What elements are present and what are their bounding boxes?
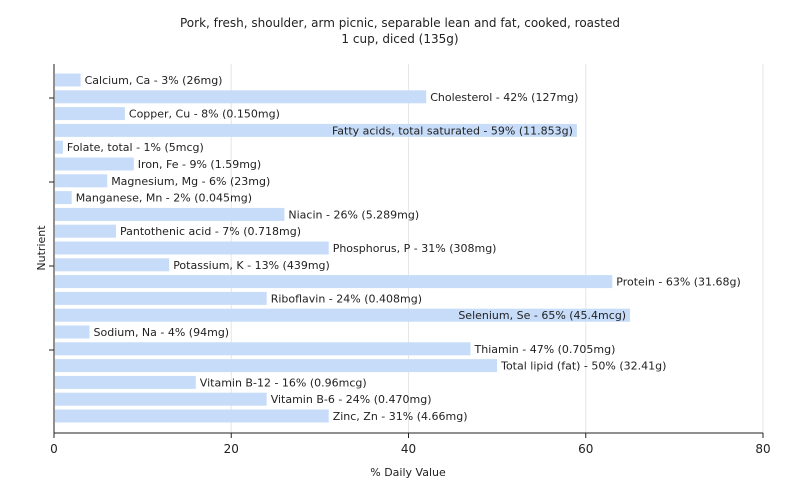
x-tick-label: 60 [578,442,593,456]
bar [55,123,577,137]
bar-label: Riboflavin - 24% (0.408mg) [271,292,422,305]
bar [55,241,329,255]
bar-label: Vitamin B-12 - 16% (0.96mcg) [200,376,367,389]
bar-label: Total lipid (fat) - 50% (32.41g) [500,360,666,373]
bar [55,258,170,272]
bar-label: Thiamin - 47% (0.705mg) [474,343,616,356]
bar [55,409,329,423]
bar-label: Zinc, Zn - 31% (4.66mg) [333,410,468,423]
bar [55,359,498,373]
bar-label: Niacin - 26% (5.289mg) [288,208,419,221]
bar [55,107,125,121]
bar-label: Phosphorus, P - 31% (308mg) [333,242,497,255]
x-tick-label: 80 [755,442,770,456]
bar-label: Selenium, Se - 65% (45.4mcg) [458,309,626,322]
bar [55,291,267,305]
bar-label: Fatty acids, total saturated - 59% (11.8… [332,124,573,137]
bar [55,375,196,389]
chart-subtitle: 1 cup, diced (135g) [341,32,459,46]
bar [55,392,267,406]
x-axis-label: % Daily Value [370,466,446,479]
bar [55,224,116,238]
bar [55,73,81,87]
bar-label: Pantothenic acid - 7% (0.718mg) [120,225,301,238]
bar-label: Potassium, K - 13% (439mg) [173,259,330,272]
bar-label: Cholesterol - 42% (127mg) [430,91,578,104]
bar [55,157,134,171]
bar [55,174,108,188]
bar-label: Folate, total - 1% (5mcg) [67,141,204,154]
axes: 0 20 40 60 80 [49,64,771,456]
bar [55,308,631,322]
bar [55,140,63,154]
bar [55,90,427,104]
bar [55,342,471,356]
bar-label: Calcium, Ca - 3% (26mg) [85,74,223,87]
x-tick-label: 20 [224,442,239,456]
bar [55,191,72,205]
chart-title: Pork, fresh, shoulder, arm picnic, separ… [179,16,620,30]
bars: Calcium, Ca - 3% (26mg) Cholesterol - 42%… [55,73,741,423]
y-axis-label: Nutrient [35,225,48,271]
bar-label: Iron, Fe - 9% (1.59mg) [138,158,261,171]
bar [55,325,90,339]
x-tick-label: 40 [401,442,416,456]
x-tick-label: 0 [50,442,58,456]
bar-label: Protein - 63% (31.68g) [616,276,741,289]
bar-label: Manganese, Mn - 2% (0.045mg) [76,192,252,205]
bar [55,275,613,289]
bar-label: Copper, Cu - 8% (0.150mg) [129,108,280,121]
bar-label: Sodium, Na - 4% (94mg) [94,326,230,339]
bar-label: Vitamin B-6 - 24% (0.470mg) [271,393,432,406]
bar-label: Magnesium, Mg - 6% (23mg) [111,175,270,188]
bar [55,207,285,221]
